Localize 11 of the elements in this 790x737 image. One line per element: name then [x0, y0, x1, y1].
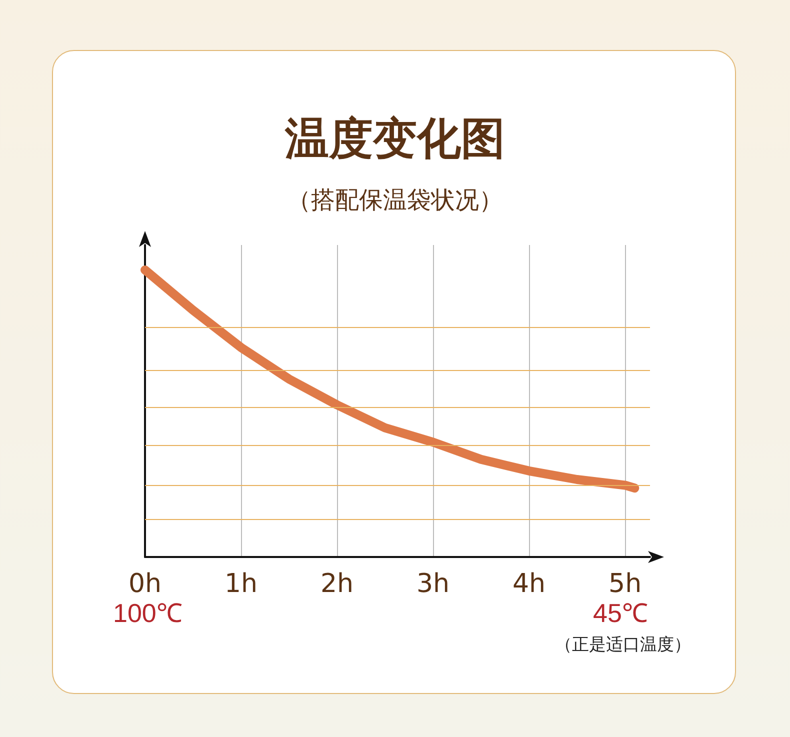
x-tick-label: 3h: [416, 569, 450, 599]
x-tick-label: 4h: [512, 569, 546, 599]
chart-title: 温度变化图: [284, 114, 505, 164]
x-tick-label: 2h: [320, 569, 354, 599]
x-tick-label: 5h: [608, 569, 642, 599]
x-tick-label: 1h: [224, 569, 258, 599]
text: 45℃: [593, 598, 648, 628]
chart-subtitle: （搭配保温袋状况）: [287, 186, 503, 214]
text: （正是适口温度）: [555, 635, 692, 654]
text: 100℃: [113, 598, 182, 628]
x-tick-label: 0h: [128, 569, 162, 599]
